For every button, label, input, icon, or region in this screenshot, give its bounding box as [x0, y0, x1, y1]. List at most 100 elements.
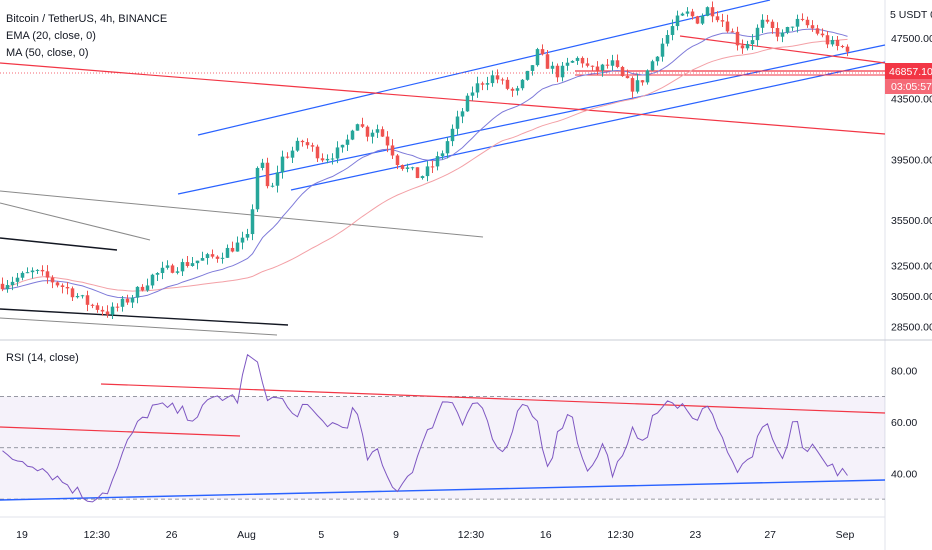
candle-body [25, 272, 30, 274]
candle-body [625, 76, 630, 79]
candle-body [70, 288, 75, 298]
candle-body [255, 167, 260, 210]
candle-body [265, 162, 270, 187]
candle-body [485, 83, 490, 85]
candle-body [410, 167, 415, 169]
candle-body [185, 262, 190, 266]
candle-body [215, 256, 220, 259]
trend-lines [0, 0, 886, 501]
candle-body [670, 26, 675, 35]
candle-body [790, 26, 795, 28]
candle-body [675, 15, 680, 27]
candle-body [140, 286, 145, 291]
candle-body [50, 277, 55, 283]
candle-body [225, 247, 230, 258]
candle-body [470, 92, 475, 96]
candle-body [175, 271, 180, 273]
candle-body [10, 281, 15, 286]
candle-body [75, 295, 80, 298]
candle-body [280, 156, 285, 173]
candle-body [220, 257, 225, 259]
candle-body [375, 129, 380, 133]
candle-body [390, 145, 395, 156]
trend-line-black-lower [0, 308, 289, 326]
candle-body [590, 65, 595, 67]
candle-body [600, 64, 605, 71]
candle-body [55, 282, 60, 286]
candle-body [440, 153, 445, 157]
candle-body [80, 295, 85, 297]
candle-body [245, 234, 250, 238]
candle-body [610, 60, 615, 66]
candle-body [660, 43, 665, 57]
candle-body [35, 269, 40, 271]
candle-body [835, 39, 840, 47]
time-axis-ticks: 19 12:30 26 Aug 5 9 12:30 16 12:30 23 27 Sep [16, 529, 854, 541]
candle-body [620, 66, 625, 77]
candle-body [830, 39, 835, 45]
candle-body [300, 140, 305, 143]
candle-body [285, 156, 290, 158]
time-tick-label: 23 [690, 529, 702, 541]
time-tick-label: 12:30 [84, 529, 110, 541]
time-tick-label: 12:30 [607, 529, 633, 541]
candle-body [525, 70, 530, 80]
candle-body [560, 65, 565, 78]
candle-body [665, 34, 670, 44]
candle-body [40, 269, 45, 272]
currency-label: 5 USDT 0 [890, 9, 932, 21]
candle-body [680, 13, 685, 16]
candle-body [650, 61, 655, 71]
candle-body [400, 165, 405, 169]
candle-body [340, 144, 345, 148]
candle-body [515, 88, 520, 91]
time-tick-label: Aug [237, 529, 256, 541]
candle-body [385, 136, 390, 146]
candle-body [825, 35, 830, 45]
candle-body [95, 305, 100, 310]
candle-body [260, 162, 265, 168]
candle-body [570, 60, 575, 63]
time-tick-label: Sep [836, 529, 855, 541]
candle-body [840, 46, 845, 48]
candle-body [735, 31, 740, 46]
candle-body [535, 49, 540, 66]
candle-body [690, 11, 695, 17]
time-tick-label: 27 [764, 529, 776, 541]
candle-body [345, 139, 350, 145]
rsi-trend-red-lower [0, 426, 241, 437]
candle-body [165, 265, 170, 268]
candle-body [605, 64, 610, 66]
candle-body [710, 7, 715, 17]
candle-body [480, 83, 485, 85]
candle-body [445, 141, 450, 154]
candle-body [60, 285, 65, 287]
candle-body [200, 258, 205, 261]
candle-body [210, 254, 215, 257]
rsi-axis-ticks: 80.00 60.00 40.00 [891, 366, 917, 481]
chart-title: Bitcoin / TetherUS, 4h, BINANCE [6, 13, 167, 25]
price-axis-ticks: 47500.00 43500.00 39500.00 35500.00 32500.00… [891, 33, 932, 333]
candle-body [295, 140, 300, 151]
price-tick-label: 28500.00 [891, 321, 932, 333]
candle-body [435, 156, 440, 167]
rsi-tick-label: 80.00 [891, 366, 917, 378]
candle-body [290, 150, 295, 158]
candle-body [130, 297, 135, 303]
candle-body [405, 167, 410, 169]
candle-body [720, 20, 725, 22]
rsi-trend-blue-support [0, 479, 886, 501]
candles [0, 1, 850, 320]
candle-body [645, 70, 650, 83]
candle-body [180, 262, 185, 272]
candle-body [705, 7, 710, 16]
candle-body [510, 88, 515, 91]
candle-body [745, 44, 750, 49]
candle-body [580, 57, 585, 64]
candle-body [750, 40, 755, 45]
candle-body [110, 306, 115, 315]
rsi-line [2, 353, 848, 503]
candle-body [820, 33, 825, 36]
